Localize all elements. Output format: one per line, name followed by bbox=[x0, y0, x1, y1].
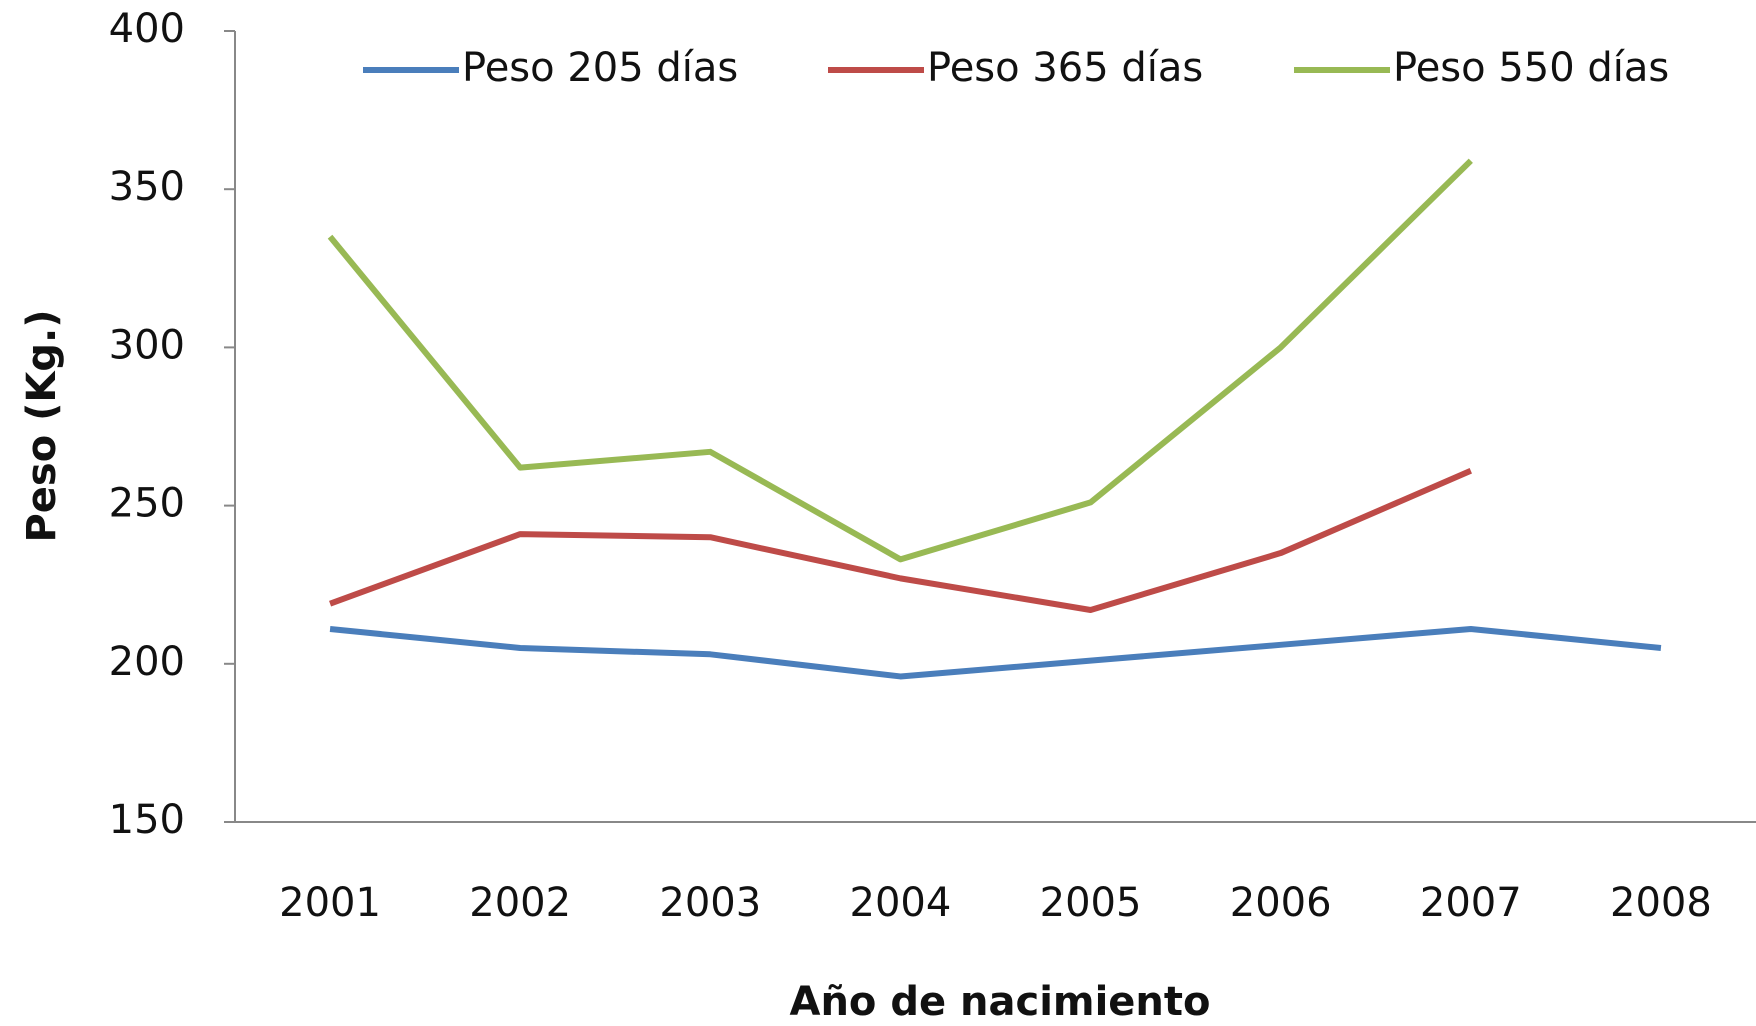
y-tick-label: 200 bbox=[109, 639, 185, 685]
y-tick-label: 350 bbox=[109, 164, 185, 210]
x-axis-title: Año de nacimiento bbox=[789, 979, 1210, 1025]
legend-label: Peso 550 días bbox=[1393, 45, 1669, 91]
x-tick-label: 2007 bbox=[1420, 880, 1522, 926]
series-line bbox=[329, 625, 1662, 680]
legend-label: Peso 205 días bbox=[462, 45, 738, 91]
y-tick-label: 300 bbox=[109, 322, 185, 368]
legend-label: Peso 365 días bbox=[927, 45, 1203, 91]
series-line bbox=[327, 158, 1473, 563]
x-tick-label: 2003 bbox=[659, 880, 761, 926]
x-tick-label: 2006 bbox=[1230, 880, 1332, 926]
y-axis-title: Peso (Kg.) bbox=[19, 309, 65, 542]
x-tick-label: 2005 bbox=[1040, 880, 1142, 926]
x-tick-label: 2001 bbox=[279, 880, 381, 926]
y-tick-label: 150 bbox=[109, 797, 185, 843]
y-tick-label: 250 bbox=[109, 481, 185, 527]
x-tick-label: 2004 bbox=[850, 880, 952, 926]
y-tick-label: 400 bbox=[109, 6, 185, 52]
x-tick-label: 2008 bbox=[1610, 880, 1712, 926]
series-line bbox=[329, 468, 1473, 614]
x-tick-label: 2002 bbox=[469, 880, 571, 926]
